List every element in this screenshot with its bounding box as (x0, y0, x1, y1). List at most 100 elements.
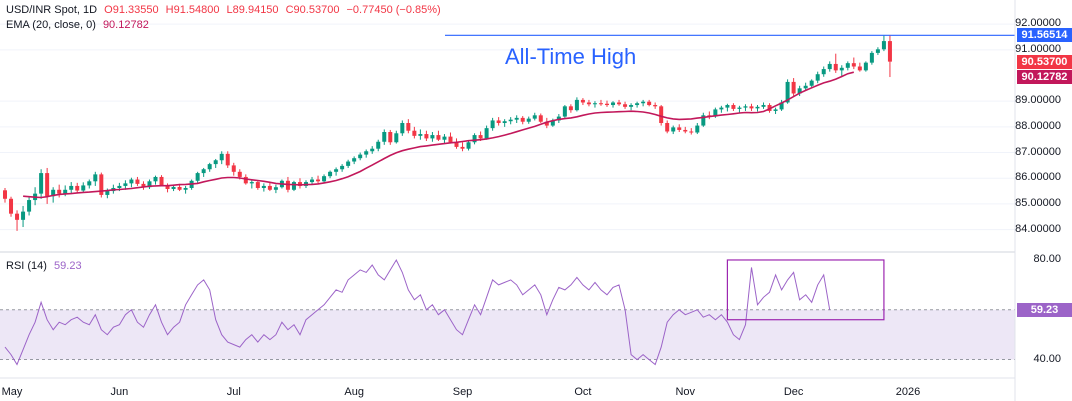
candle-body (219, 153, 224, 161)
time-tick-label: Nov (675, 386, 696, 398)
candle-body (388, 132, 393, 143)
candle-body (785, 81, 790, 103)
candle-body (297, 182, 302, 186)
candle-body (731, 105, 736, 109)
candle-body (701, 115, 706, 126)
candle-body (340, 165, 345, 170)
candle-body (406, 123, 411, 131)
candle-body (63, 189, 68, 194)
ema-line (23, 71, 854, 199)
candle-body (267, 185, 272, 190)
candle-body (273, 187, 278, 190)
candle-body (123, 183, 128, 186)
candle-body (508, 119, 513, 122)
candle-body (755, 106, 760, 109)
candle-body (683, 129, 688, 132)
candle-body (641, 101, 646, 104)
low-value: L89.94150 (226, 4, 279, 16)
candle-body (526, 118, 531, 122)
candle-body (538, 115, 543, 122)
candle-body (207, 164, 212, 170)
candle-body (9, 198, 14, 214)
candle-body (177, 186, 182, 190)
candle-body (418, 134, 423, 136)
candle-body (93, 174, 98, 182)
close-value: C90.53700 (285, 4, 340, 16)
price-tick-label: 88.00000 (1015, 119, 1061, 132)
change-value: −0.77450 (−0.85%) (346, 4, 441, 16)
candle-body (243, 176, 248, 184)
candle-body (629, 105, 634, 107)
candle-body (3, 190, 7, 199)
price-tick-label: 85.00000 (1015, 196, 1061, 209)
candle-body (845, 63, 850, 68)
candle-body (436, 135, 441, 140)
candle-body (310, 179, 315, 183)
candle-body (653, 105, 658, 107)
candle-body (15, 213, 20, 220)
candle-body (502, 121, 507, 124)
candle-body (117, 185, 122, 188)
candle-body (81, 185, 86, 191)
all-time-high-annotation: All-Time High (505, 44, 637, 69)
candle-body (574, 99, 579, 111)
candle-body (69, 185, 74, 190)
candle-body (442, 136, 447, 140)
candle-body (328, 171, 333, 177)
candle-body (472, 135, 477, 143)
candle-body (605, 103, 609, 106)
rsi-tick-label: 40.00 (1033, 352, 1061, 365)
candle-body (346, 161, 351, 166)
candle-body (285, 180, 290, 190)
candle-body (580, 99, 585, 103)
candle-body (255, 182, 260, 188)
candle-body (231, 165, 236, 172)
rsi-label: RSI (14) (6, 260, 47, 272)
candle-body (201, 169, 206, 174)
time-tick-label: Jul (226, 386, 241, 398)
candle-body (147, 181, 152, 188)
candle-body (454, 142, 459, 147)
candle-body (195, 173, 200, 181)
candle-body (592, 103, 597, 105)
candle-body (617, 102, 622, 105)
time-tick-label: May (1, 386, 23, 398)
candle-body (87, 181, 92, 186)
candle-body (352, 158, 357, 162)
candle-body (749, 106, 754, 109)
ath-price-badge: 91.56514 (1017, 28, 1072, 43)
candle-body (695, 125, 700, 133)
candle-body (39, 173, 44, 194)
candle-body (484, 128, 489, 139)
candle-body (370, 148, 375, 152)
candle-body (225, 153, 230, 166)
candle-body (677, 127, 682, 130)
time-tick-label: 2026 (895, 386, 921, 398)
candle-body (671, 127, 676, 132)
candle-body (448, 136, 453, 143)
candle-body (875, 49, 880, 53)
candle-body (364, 151, 369, 155)
candle-body (689, 131, 694, 133)
candle-body (45, 173, 50, 197)
candle-body (129, 179, 134, 184)
candle-body (851, 63, 856, 67)
candle-body (135, 179, 140, 184)
candle-body (153, 176, 158, 182)
price-tick-label: 91.00000 (1015, 42, 1061, 55)
candle-body (791, 81, 796, 94)
candle-body (430, 135, 435, 139)
candle-body (568, 106, 573, 111)
candle-body (743, 106, 748, 108)
candle-body (562, 106, 567, 117)
candle-body (460, 146, 465, 149)
candle-body (665, 123, 670, 132)
candle-body (316, 179, 321, 182)
candle-body (99, 174, 104, 195)
candle-body (520, 117, 525, 122)
candle-body (719, 107, 724, 110)
candle-body (400, 123, 405, 134)
candle-body (171, 186, 176, 190)
candle-body (857, 66, 862, 71)
